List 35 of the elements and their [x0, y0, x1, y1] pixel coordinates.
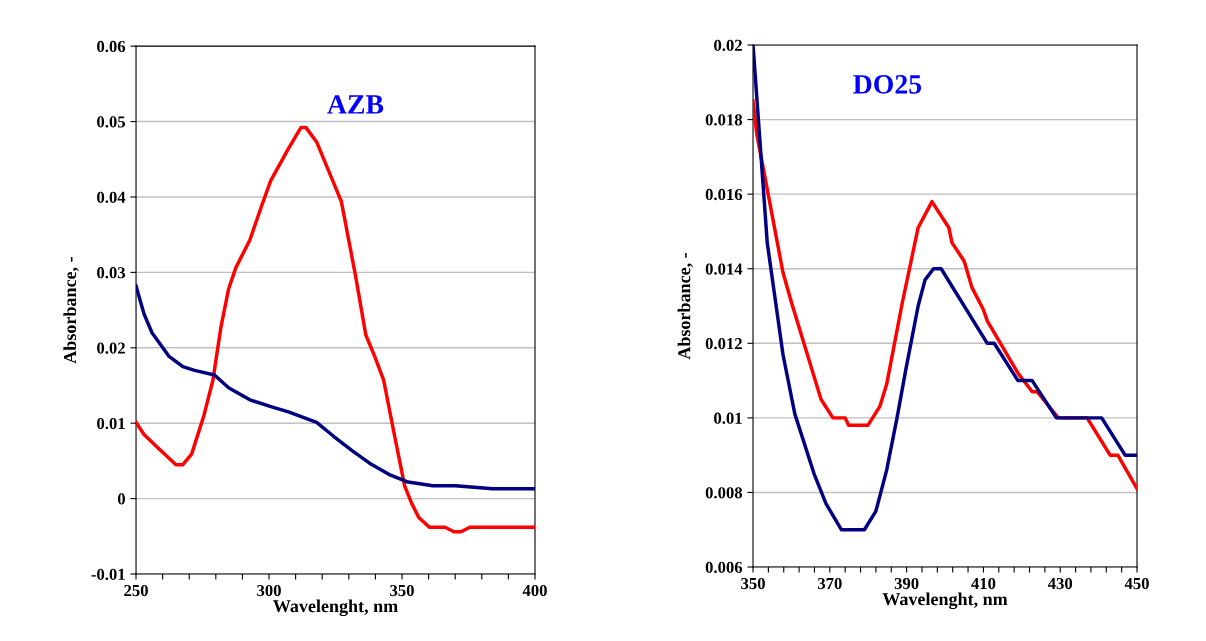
- x-axis-title: Wavelenght, nm: [273, 599, 398, 617]
- x-tick-label: 250: [124, 584, 148, 597]
- text: DO25: [853, 75, 922, 94]
- y-tick-label: 0.018: [705, 114, 743, 126]
- y-tick-label: -0.01: [91, 568, 125, 581]
- y-tick-label: 0.04: [97, 191, 126, 203]
- x-tick-label: 300: [257, 584, 281, 597]
- x-tick-label: 370: [817, 577, 842, 590]
- text: AZB: [327, 95, 384, 114]
- y-tick-label: 0.016: [705, 188, 743, 201]
- x-tick-label: 450: [1124, 577, 1149, 590]
- x-tick-label: 350: [390, 584, 414, 597]
- y-tick-label: 0.06: [97, 40, 126, 53]
- y-tick-label: 0.05: [97, 116, 126, 128]
- y-tick-label: 0: [117, 493, 125, 505]
- y-axis-title: Absorbance, -: [63, 257, 79, 364]
- y-tick-label: 0.01: [97, 417, 125, 430]
- x-tick-label: 410: [971, 577, 996, 590]
- line-series: [136, 284, 535, 491]
- y-tick-label: 0.01: [714, 412, 742, 424]
- y-axis-title: Absorbance, -: [677, 253, 693, 360]
- x-tick-label: 350: [741, 577, 765, 590]
- x-tick-label: 390: [894, 577, 919, 590]
- y-tick-label: 0.02: [714, 39, 742, 52]
- x-axis-title: Wavelenght, nm: [882, 592, 1008, 610]
- y-tick-label: 0.03: [97, 267, 126, 279]
- y-tick-label: 0.02: [97, 342, 125, 354]
- y-tick-label: 0.012: [705, 338, 742, 350]
- x-tick-label: 430: [1047, 577, 1073, 590]
- y-tick-label: 0.008: [705, 487, 743, 499]
- line-series: [136, 125, 535, 534]
- line-series: [753, 99, 1138, 491]
- x-tick-label: 400: [522, 584, 547, 597]
- y-tick-label: 0.006: [705, 561, 743, 574]
- y-tick-label: 0.014: [705, 263, 743, 275]
